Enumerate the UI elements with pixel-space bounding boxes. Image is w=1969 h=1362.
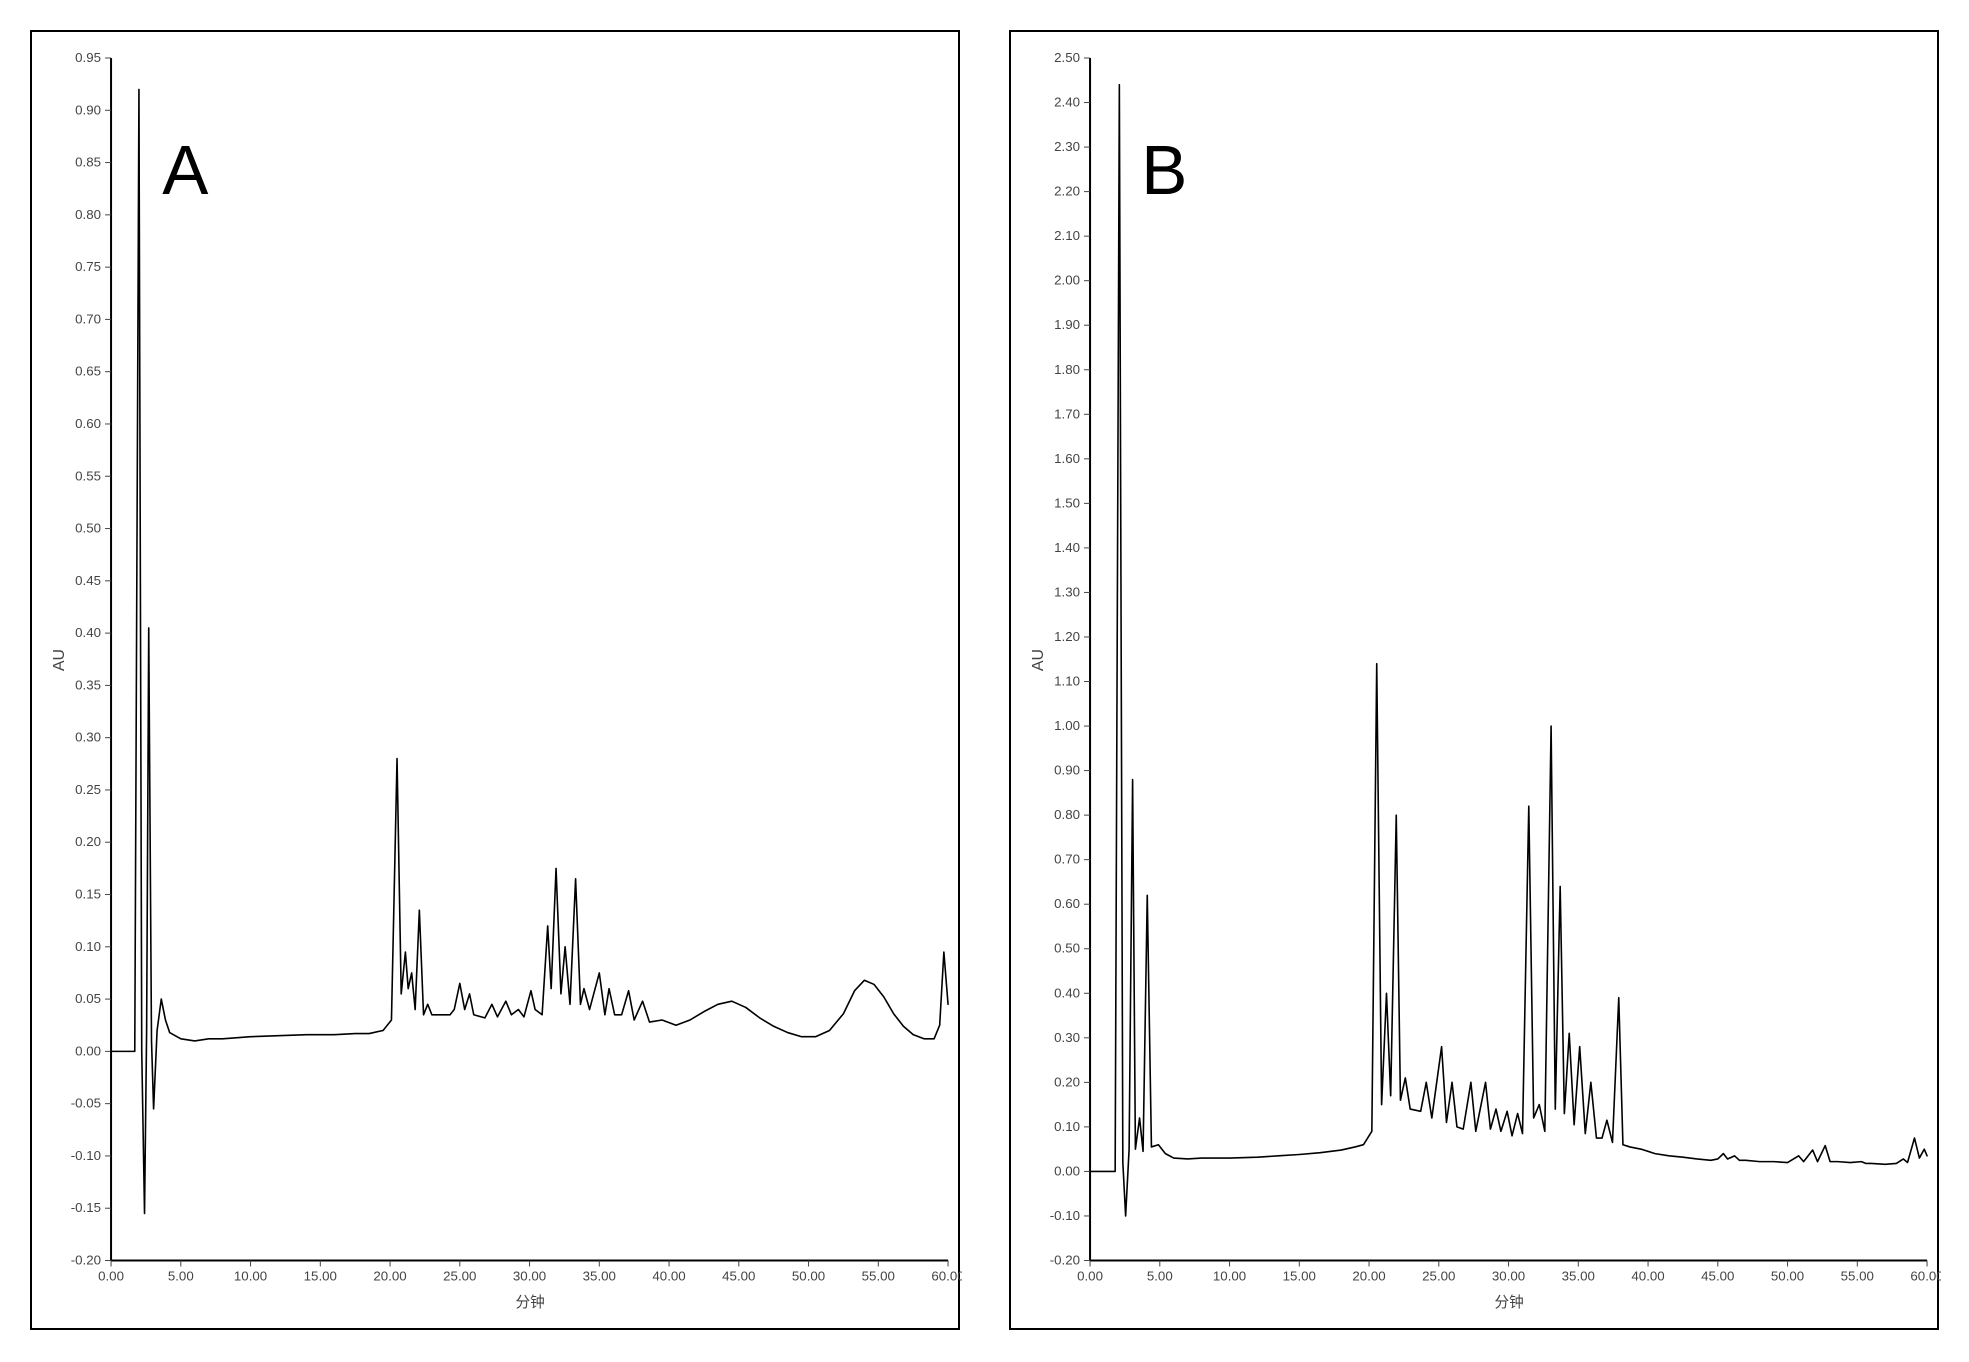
y-tick-label: 1.50 <box>1054 495 1080 510</box>
y-tick-label: 0.55 <box>75 468 101 483</box>
y-tick-label: 1.80 <box>1054 362 1080 377</box>
chromatogram-plot: -0.20 -0.15 -0.10 -0.05 0.00 0.05 0.10 0.15 0.20… <box>32 32 962 1332</box>
y-tick-label: 0.85 <box>75 155 101 170</box>
y-tick-label: 0.20 <box>75 834 101 849</box>
y-tick-label: 0.00 <box>75 1043 101 1058</box>
y-tick-label: 0.20 <box>1054 1074 1080 1089</box>
y-tick-label: -0.10 <box>1050 1208 1080 1223</box>
panel-b: -0.20 -0.10 0.00 0.10 0.20 0.30 0.40 0.50 0.60 0.… <box>1009 30 1939 1330</box>
y-tick-label: -0.05 <box>71 1096 101 1111</box>
x-tick-label: 25.00 <box>443 1269 476 1284</box>
x-tick-label: 40.00 <box>652 1269 685 1284</box>
x-tick-label: 20.00 <box>1352 1269 1385 1284</box>
chromatogram-plot: -0.20 -0.10 0.00 0.10 0.20 0.30 0.40 0.50 0.60 0.… <box>1011 32 1941 1332</box>
y-tick-label: 0.60 <box>1054 896 1080 911</box>
y-tick-label: 0.50 <box>75 521 101 536</box>
chromatogram-trace <box>111 89 948 1213</box>
panel-a: -0.20 -0.15 -0.10 -0.05 0.00 0.05 0.10 0.15 0.20… <box>30 30 960 1330</box>
x-tick-label: 10.00 <box>1213 1269 1246 1284</box>
y-tick-label: 0.75 <box>75 259 101 274</box>
y-tick-label: 2.30 <box>1054 139 1080 154</box>
panel-letter: B <box>1141 130 1187 210</box>
y-tick-label: 0.10 <box>1054 1119 1080 1134</box>
x-axis-label: 分钟 <box>1495 1291 1524 1312</box>
x-axis-ticks: 0.00 5.00 10.00 15.00 20.00 25.00 30.00 35.00 40… <box>1077 1261 1941 1284</box>
y-tick-label: 0.70 <box>1054 852 1080 867</box>
x-tick-label: 5.00 <box>1147 1269 1173 1284</box>
x-tick-label: 20.00 <box>373 1269 406 1284</box>
y-tick-label: 0.15 <box>75 887 101 902</box>
y-tick-label: 0.95 <box>75 50 101 65</box>
x-tick-label: 10.00 <box>234 1269 267 1284</box>
x-tick-label: 15.00 <box>1283 1269 1316 1284</box>
y-tick-label: 2.00 <box>1054 273 1080 288</box>
y-tick-label: 2.10 <box>1054 228 1080 243</box>
y-tick-label: 0.45 <box>75 573 101 588</box>
y-tick-label: -0.10 <box>71 1148 101 1163</box>
y-tick-label: 0.60 <box>75 416 101 431</box>
y-tick-label: 0.00 <box>1054 1163 1080 1178</box>
y-tick-label: 0.35 <box>75 677 101 692</box>
y-tick-label: -0.20 <box>1050 1253 1080 1268</box>
x-axis-ticks: 0.00 5.00 10.00 15.00 20.00 25.00 30.00 35.00 40… <box>98 1261 962 1284</box>
x-tick-label: 5.00 <box>168 1269 194 1284</box>
y-axis-ticks: -0.20 -0.10 0.00 0.10 0.20 0.30 0.40 0.50 0.60 0.… <box>1050 50 1090 1268</box>
x-tick-label: 0.00 <box>98 1269 124 1284</box>
y-tick-label: 0.05 <box>75 991 101 1006</box>
x-tick-label: 35.00 <box>583 1269 616 1284</box>
y-axis-ticks: -0.20 -0.15 -0.10 -0.05 0.00 0.05 0.10 0.15 0.20… <box>71 50 111 1268</box>
y-axis-label: AU <box>1030 649 1048 671</box>
y-tick-label: 1.40 <box>1054 540 1080 555</box>
x-tick-label: 50.00 <box>792 1269 825 1284</box>
x-tick-label: 30.00 <box>1492 1269 1525 1284</box>
x-tick-label: 35.00 <box>1562 1269 1595 1284</box>
y-tick-label: 0.25 <box>75 782 101 797</box>
y-tick-label: -0.15 <box>71 1200 101 1215</box>
y-tick-label: 2.40 <box>1054 95 1080 110</box>
x-tick-label: 45.00 <box>1701 1269 1734 1284</box>
figure-container: -0.20 -0.15 -0.10 -0.05 0.00 0.05 0.10 0.15 0.20… <box>0 0 1969 1362</box>
y-tick-label: 1.20 <box>1054 629 1080 644</box>
x-tick-label: 60.00 <box>1910 1269 1941 1284</box>
y-axis-label: AU <box>51 649 69 671</box>
panel-letter: A <box>162 130 208 210</box>
y-tick-label: 0.80 <box>1054 807 1080 822</box>
x-tick-label: 55.00 <box>862 1269 895 1284</box>
y-tick-label: 0.40 <box>1054 985 1080 1000</box>
x-tick-label: 25.00 <box>1422 1269 1455 1284</box>
x-tick-label: 15.00 <box>304 1269 337 1284</box>
y-tick-label: 0.40 <box>75 625 101 640</box>
y-tick-label: -0.20 <box>71 1253 101 1268</box>
y-tick-label: 1.60 <box>1054 451 1080 466</box>
chromatogram-trace <box>1090 85 1927 1216</box>
y-tick-label: 0.90 <box>1054 763 1080 778</box>
y-tick-label: 1.70 <box>1054 406 1080 421</box>
y-tick-label: 0.90 <box>75 102 101 117</box>
y-tick-label: 1.90 <box>1054 317 1080 332</box>
y-tick-label: 0.30 <box>75 730 101 745</box>
y-tick-label: 0.10 <box>75 939 101 954</box>
y-tick-label: 2.20 <box>1054 184 1080 199</box>
x-tick-label: 0.00 <box>1077 1269 1103 1284</box>
y-tick-label: 0.30 <box>1054 1030 1080 1045</box>
y-tick-label: 1.00 <box>1054 718 1080 733</box>
x-axis-label: 分钟 <box>516 1291 545 1312</box>
y-tick-label: 1.30 <box>1054 584 1080 599</box>
x-tick-label: 55.00 <box>1841 1269 1874 1284</box>
y-tick-label: 1.10 <box>1054 674 1080 689</box>
x-tick-label: 50.00 <box>1771 1269 1804 1284</box>
y-tick-label: 0.65 <box>75 364 101 379</box>
x-tick-label: 30.00 <box>513 1269 546 1284</box>
y-tick-label: 0.50 <box>1054 941 1080 956</box>
y-tick-label: 0.80 <box>75 207 101 222</box>
x-tick-label: 45.00 <box>722 1269 755 1284</box>
y-tick-label: 0.70 <box>75 311 101 326</box>
x-tick-label: 40.00 <box>1631 1269 1664 1284</box>
y-tick-label: 2.50 <box>1054 50 1080 65</box>
x-tick-label: 60.00 <box>931 1269 962 1284</box>
